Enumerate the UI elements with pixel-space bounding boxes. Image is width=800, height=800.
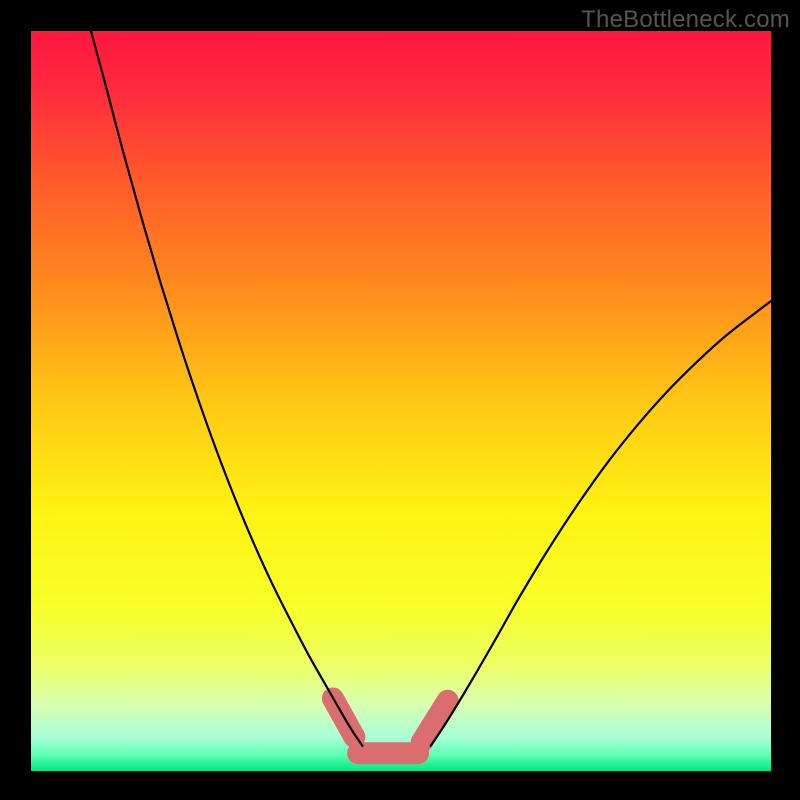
plot-background xyxy=(31,31,771,771)
watermark-text: TheBottleneck.com xyxy=(581,6,790,34)
chart-svg xyxy=(0,0,800,800)
stage: TheBottleneck.com xyxy=(0,0,800,800)
